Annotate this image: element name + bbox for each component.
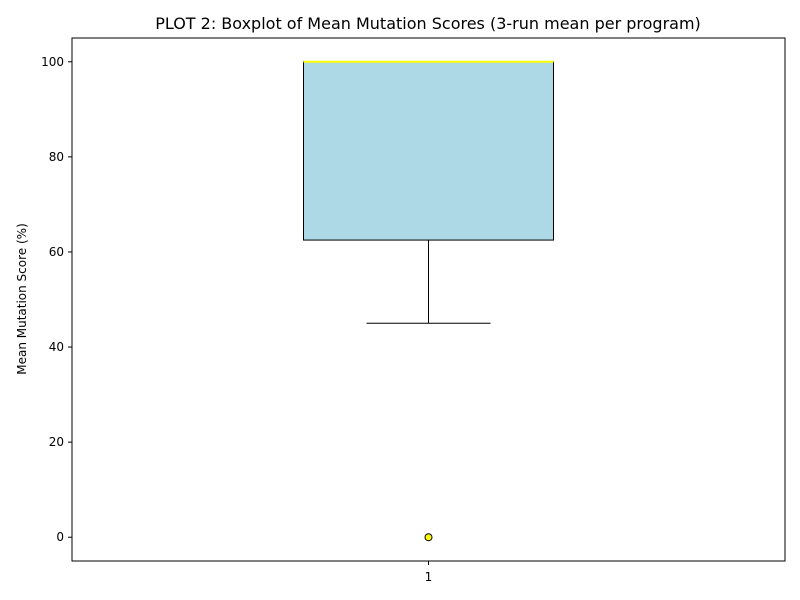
axes-frame [71,37,786,562]
plot-area: 0 20 40 60 80 100 1 [41,55,554,584]
y-tick-label: 40 [49,340,64,354]
y-tick-label: 80 [49,150,64,164]
y-tick-label: 60 [49,245,64,259]
y-tick-label: 100 [41,55,64,69]
chart-title: PLOT 2: Boxplot of Mean Mutation Scores … [155,14,701,33]
outlier-point [424,533,433,542]
y-tick-label: 20 [49,435,64,449]
y-axis-label: Mean Mutation Score (%) [15,223,29,375]
iqr-box [303,61,554,241]
x-tick-label: 1 [425,570,433,584]
y-tick-label: 0 [56,530,64,544]
